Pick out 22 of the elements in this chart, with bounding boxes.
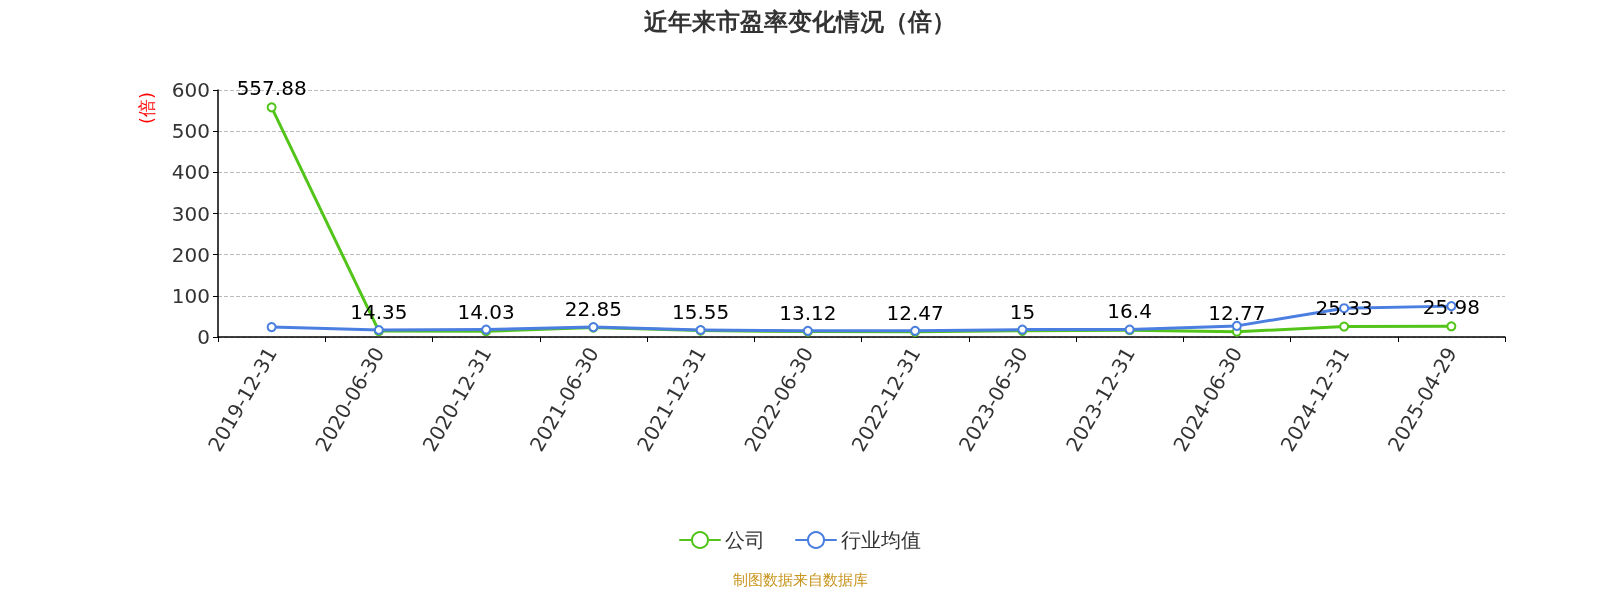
data-label: 12.77 — [1208, 300, 1266, 325]
data-label: 15 — [1009, 299, 1036, 324]
y-tick-label: 500 — [171, 119, 210, 144]
text: 制图数据来自数据库 — [732, 570, 868, 589]
y-axis-title: (倍) — [135, 91, 157, 125]
data-label: 557.88 — [236, 76, 307, 101]
legend-label: 公司 — [725, 528, 765, 552]
data-label: 16.4 — [1107, 299, 1152, 324]
data-label: 22.85 — [564, 296, 623, 321]
y-tick-label: 200 — [171, 242, 210, 267]
data-label: 14.03 — [457, 300, 515, 325]
y-tick-label: 100 — [171, 283, 210, 308]
data-label: 13.12 — [779, 300, 837, 325]
y-tick-label: 0 — [197, 325, 210, 349]
data-label: 25.98 — [1422, 295, 1481, 320]
legend-label: 行业均值 — [841, 528, 921, 552]
data-label: 12.47 — [886, 300, 944, 325]
chart-title: 近年来市盈率变化情况（倍） — [644, 8, 956, 36]
y-tick-label: 300 — [171, 201, 210, 226]
y-tick-label: 400 — [171, 160, 210, 185]
data-label: 15.55 — [671, 299, 730, 324]
y-tick-label: 600 — [171, 78, 210, 102]
